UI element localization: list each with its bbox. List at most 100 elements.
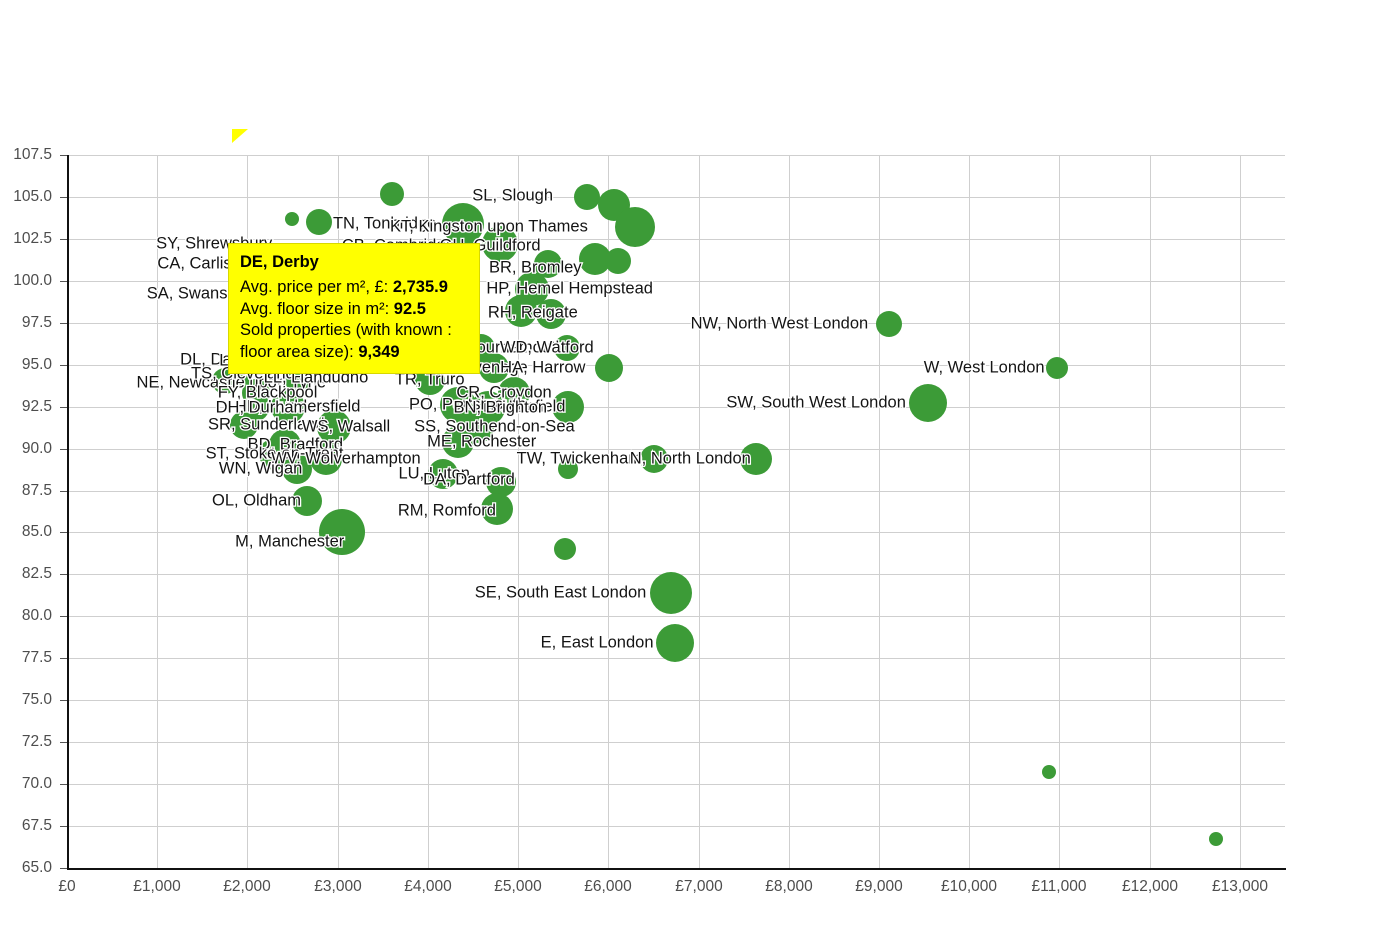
x-tick-label: £4,000: [404, 878, 452, 895]
tooltip-row-sold-line2: floor area size): 9,349: [240, 342, 468, 364]
gridline-vertical: [699, 155, 700, 868]
y-tick-mark: [60, 742, 67, 743]
bubble-point[interactable]: [281, 453, 312, 484]
bubble-point[interactable]: [554, 538, 577, 561]
bubble-point[interactable]: [604, 247, 631, 274]
gridline-horizontal: [67, 155, 1285, 156]
bubble-point[interactable]: [317, 409, 352, 444]
gridline-vertical: [1150, 155, 1151, 868]
y-tick-mark: [60, 616, 67, 617]
y-tick-label: 82.5: [21, 565, 52, 582]
tooltip-row-price: Avg. price per m², £: 2,735.9: [240, 277, 468, 299]
bubble-point[interactable]: [318, 509, 365, 556]
bubble-point[interactable]: [428, 458, 459, 489]
gridline-vertical: [1059, 155, 1060, 868]
bubble-point[interactable]: [478, 353, 509, 384]
y-tick-label: 107.5: [13, 146, 52, 163]
gridline-horizontal: [67, 407, 1285, 408]
y-tick-label: 102.5: [13, 230, 52, 247]
x-tick-label: £2,000: [223, 878, 271, 895]
bubble-point[interactable]: [291, 485, 322, 516]
x-axis-line: [67, 868, 1286, 870]
tooltip-title: DE, Derby: [240, 253, 319, 271]
y-tick-mark: [60, 491, 67, 492]
y-axis-line: [67, 155, 69, 869]
bubble-point[interactable]: [640, 444, 669, 473]
y-tick-label: 65.0: [21, 859, 52, 876]
tooltip-floorsize-value: 92.5: [393, 299, 426, 318]
y-tick-mark: [60, 407, 67, 408]
bubble-point[interactable]: [740, 442, 773, 475]
bubble-point[interactable]: [573, 183, 600, 210]
y-tick-label: 72.5: [21, 733, 52, 750]
y-tick-mark: [60, 449, 67, 450]
tooltip-price-value: 2,735.9: [392, 277, 448, 296]
bubble-point[interactable]: [649, 571, 692, 614]
y-tick-mark: [60, 532, 67, 533]
bubble-point[interactable]: [284, 211, 299, 226]
y-tick-label: 70.0: [21, 775, 52, 792]
bubble-point[interactable]: [309, 442, 342, 475]
gridline-horizontal: [67, 532, 1285, 533]
bubble-point[interactable]: [485, 467, 516, 498]
x-tick-label: £13,000: [1211, 878, 1269, 895]
y-tick-mark: [60, 574, 67, 575]
bubble-point[interactable]: [480, 492, 513, 525]
bubble-point[interactable]: [876, 311, 903, 338]
y-tick-mark: [60, 239, 67, 240]
gridline-horizontal: [67, 742, 1285, 743]
bubble-point[interactable]: [482, 225, 519, 262]
y-tick-label: 80.0: [21, 607, 52, 624]
y-tick-label: 67.5: [21, 817, 52, 834]
bubble-point[interactable]: [504, 295, 537, 328]
gridline-horizontal: [67, 491, 1285, 492]
gridline-horizontal: [67, 239, 1285, 240]
y-tick-label: 90.0: [21, 440, 52, 457]
x-tick-label: £5,000: [494, 878, 542, 895]
bubble-point[interactable]: [535, 299, 566, 330]
y-tick-mark: [60, 281, 67, 282]
bubble-point[interactable]: [1041, 765, 1056, 780]
x-tick-label: £1,000: [133, 878, 181, 895]
tooltip-tail: [232, 129, 248, 143]
gridline-horizontal: [67, 449, 1285, 450]
x-tick-label: £9,000: [855, 878, 903, 895]
gridline-vertical: [1240, 155, 1241, 868]
bubble-point[interactable]: [441, 425, 474, 458]
y-tick-label: 105.0: [13, 188, 52, 205]
bubble-point[interactable]: [552, 390, 585, 423]
bubble-point[interactable]: [557, 458, 578, 479]
bubble-point[interactable]: [270, 389, 305, 424]
gridline-horizontal: [67, 784, 1285, 785]
y-tick-label: 100.0: [13, 272, 52, 289]
bubble-point[interactable]: [553, 334, 580, 361]
gridline-vertical: [969, 155, 970, 868]
y-tick-label: 92.5: [21, 398, 52, 415]
tooltip-sold-label: Sold properties (with known :: [240, 321, 452, 340]
bubble-point[interactable]: [614, 207, 655, 248]
gridline-vertical: [608, 155, 609, 868]
y-tick-mark: [60, 197, 67, 198]
gridline-horizontal: [67, 826, 1285, 827]
bubble-point[interactable]: [306, 209, 333, 236]
x-tick-label: £8,000: [765, 878, 813, 895]
bubble-point[interactable]: [594, 354, 623, 383]
x-tick-label: £0: [58, 878, 76, 895]
y-tick-label: 87.5: [21, 482, 52, 499]
bubble-point[interactable]: [1209, 832, 1224, 847]
bubble-point[interactable]: [380, 181, 405, 206]
bubble-point[interactable]: [909, 384, 948, 423]
y-tick-mark: [60, 155, 67, 156]
y-tick-mark: [60, 700, 67, 701]
bubble-point[interactable]: [230, 411, 259, 440]
gridline-vertical: [789, 155, 790, 868]
bubble-point[interactable]: [1046, 357, 1069, 380]
y-tick-mark: [60, 826, 67, 827]
bubble-point[interactable]: [656, 624, 695, 663]
gridline-horizontal: [67, 616, 1285, 617]
y-tick-label: 75.0: [21, 691, 52, 708]
y-tick-mark: [60, 658, 67, 659]
y-tick-mark: [60, 868, 67, 869]
gridline-vertical: [879, 155, 880, 868]
